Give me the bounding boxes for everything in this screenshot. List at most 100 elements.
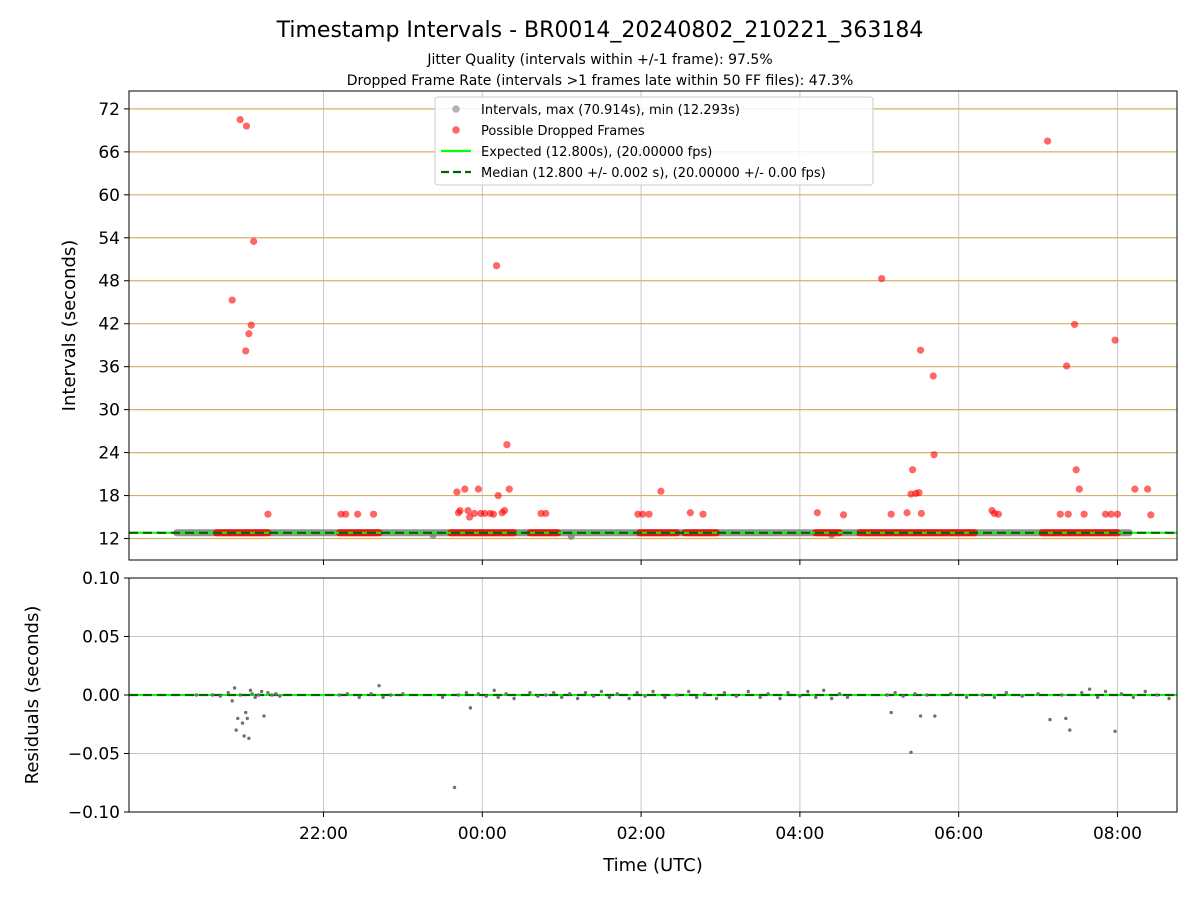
residual-point xyxy=(627,696,631,701)
dropped-frame-point xyxy=(503,441,511,449)
x-tick-label: 04:00 xyxy=(775,824,824,844)
dropped-frame-point xyxy=(813,509,821,517)
residual-point xyxy=(238,693,242,697)
residual-point xyxy=(1155,693,1159,697)
residual-point xyxy=(885,693,889,697)
residual-point xyxy=(1087,687,1092,691)
dropped-frame-point xyxy=(1075,485,1083,493)
y-tick-label-top: 42 xyxy=(98,315,120,335)
residual-point xyxy=(1036,692,1040,696)
residual-point xyxy=(1064,716,1068,721)
residual-point xyxy=(1113,729,1117,733)
dropped-frame-point xyxy=(909,466,917,474)
dropped-frame-point xyxy=(481,509,489,518)
residual-point xyxy=(635,690,639,695)
residual-point xyxy=(1131,695,1136,700)
intervals-plot-frame xyxy=(128,90,1178,561)
residual-point xyxy=(1143,689,1147,694)
residual-point xyxy=(484,694,488,698)
dropped-frame-point xyxy=(916,346,925,354)
dropped-frame-point xyxy=(492,262,501,270)
residual-point xyxy=(259,689,264,694)
residuals-plot: −0.10 −0.05 0.00 0.05 0.10 22:00 00:00 02:00 04:… xyxy=(22,569,1178,876)
residual-point xyxy=(369,692,373,696)
residual-point xyxy=(599,689,604,694)
residual-point xyxy=(643,694,647,698)
residual-point xyxy=(722,690,727,695)
x-tick-label: 22:00 xyxy=(299,824,348,844)
legend-marker xyxy=(452,105,460,113)
residual-point xyxy=(452,785,457,790)
residual-point xyxy=(1103,689,1108,694)
residual-point xyxy=(806,689,810,694)
residual-point xyxy=(992,695,997,700)
dropped-frame-point xyxy=(887,510,895,518)
residual-point xyxy=(909,750,913,755)
legend-label: Expected (12.800s), (20.00000 fps) xyxy=(481,145,712,160)
intervals-plot-area xyxy=(129,91,1177,560)
residual-point xyxy=(786,690,790,695)
residual-point xyxy=(1095,695,1100,700)
dropped-frame-point xyxy=(247,321,255,329)
residual-point xyxy=(240,721,245,725)
x-axis-label: Time (UTC) xyxy=(602,855,703,876)
y-tick-label-top: 36 xyxy=(98,358,120,378)
dropped-frame-point xyxy=(489,510,498,518)
residual-point xyxy=(798,694,802,698)
residual-point xyxy=(591,694,596,698)
residual-point xyxy=(663,695,667,700)
residual-point xyxy=(694,695,699,700)
residual-point xyxy=(357,695,361,700)
y-tick-label-top: 18 xyxy=(98,487,120,507)
legend-label: Intervals, max (70.914s), min (12.293s) xyxy=(481,103,740,118)
residual-point xyxy=(893,690,897,695)
dropped-frame-point xyxy=(236,116,244,124)
y-tick-label-top: 12 xyxy=(98,530,120,550)
residual-point xyxy=(918,714,923,718)
residual-point xyxy=(615,692,619,696)
dropped-frame-point xyxy=(1113,510,1122,518)
residual-point xyxy=(766,692,770,696)
residual-point xyxy=(230,699,234,703)
interval-point xyxy=(567,532,575,540)
residual-point xyxy=(1080,690,1084,695)
residual-point xyxy=(1048,717,1052,722)
residual-point xyxy=(607,695,612,700)
dropped-frame-point xyxy=(915,489,923,497)
residual-point xyxy=(559,695,564,700)
residual-point xyxy=(464,690,469,695)
residual-point xyxy=(468,706,473,710)
y-axis-label-top: Intervals (seconds) xyxy=(59,240,80,412)
legend-marker xyxy=(452,126,460,134)
residual-point xyxy=(1167,696,1171,701)
residual-point xyxy=(814,695,818,700)
y-tick-label-bottom: 0.05 xyxy=(82,628,120,648)
residual-point xyxy=(829,696,834,701)
x-tick-label: 00:00 xyxy=(458,824,507,844)
residual-point xyxy=(401,692,405,696)
dropped-frame-point xyxy=(354,510,362,518)
dropped-frame-point xyxy=(1101,510,1110,518)
dropped-frame-point xyxy=(839,511,848,519)
residual-point xyxy=(492,688,496,693)
dropped-frame-point xyxy=(645,510,653,518)
y-tick-label-bottom: −0.05 xyxy=(68,745,120,765)
dropped-frame-point xyxy=(1072,466,1080,474)
residual-point xyxy=(234,728,238,732)
dropped-frame-point xyxy=(917,509,925,518)
y-tick-label-top: 54 xyxy=(98,229,120,249)
residual-point xyxy=(266,690,270,695)
dropped-frame-point xyxy=(369,510,378,518)
x-tick-label: 02:00 xyxy=(617,824,666,844)
residual-point xyxy=(933,714,937,718)
residual-point xyxy=(250,692,254,696)
dropped-frame-point xyxy=(903,509,911,517)
residual-point xyxy=(456,693,461,697)
residual-point xyxy=(270,693,274,697)
dropped-frame-point xyxy=(228,296,236,304)
residual-point xyxy=(746,689,750,694)
residual-point xyxy=(845,695,850,700)
x-tick-label: 08:00 xyxy=(1093,824,1142,844)
dropped-frame-point xyxy=(1080,510,1088,518)
residual-point xyxy=(337,693,342,697)
